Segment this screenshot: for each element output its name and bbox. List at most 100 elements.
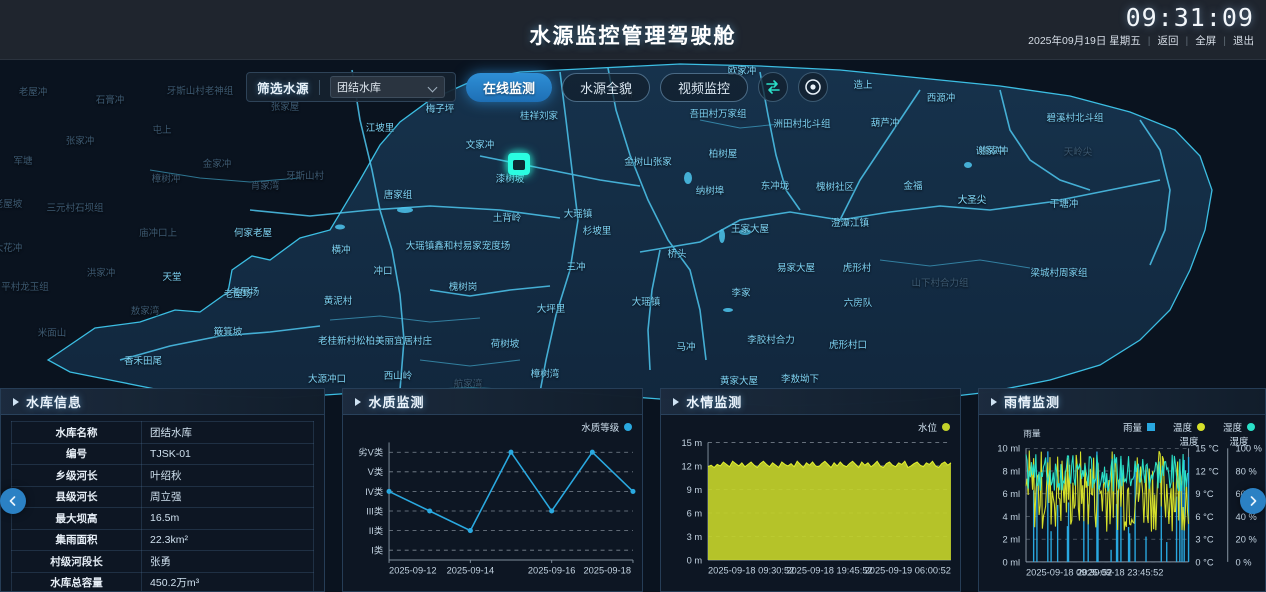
svg-text:雨量: 雨量 bbox=[1023, 429, 1041, 439]
legend-item-water-level[interactable]: 水位 bbox=[918, 420, 951, 434]
panel-body-rainfall: 雨量 温度 温度 湿度 bbox=[979, 415, 1265, 591]
panel-title-water-level: 水情监测 bbox=[686, 395, 743, 410]
legend-dot-icon bbox=[942, 423, 951, 431]
chevron-right-icon bbox=[1250, 496, 1257, 506]
info-key: 水库名称 bbox=[10, 421, 143, 444]
table-row: 集雨面积 22.3km² bbox=[10, 528, 315, 551]
panel-title-reservoir-info: 水库信息 bbox=[26, 395, 83, 410]
svg-text:20 %: 20 % bbox=[1236, 535, 1257, 545]
svg-text:9 °C: 9 °C bbox=[1195, 489, 1213, 499]
panel-header-water-level: 水情监测 bbox=[661, 389, 961, 415]
legend-water-level: 水位 bbox=[918, 420, 951, 434]
svg-text:9 m: 9 m bbox=[687, 485, 703, 495]
table-row: 乡级河长 叶绍秋 bbox=[10, 464, 315, 487]
info-value: 16.5m bbox=[141, 507, 315, 530]
svg-text:15 °C: 15 °C bbox=[1195, 444, 1219, 454]
svg-text:IV类: IV类 bbox=[366, 486, 384, 497]
table-row: 水库名称 团结水库 bbox=[10, 421, 315, 444]
source-select-value: 团结水库 bbox=[337, 82, 382, 94]
svg-text:6 °C: 6 °C bbox=[1195, 512, 1213, 522]
legend-item-humidity[interactable]: 湿度 湿度 bbox=[1223, 420, 1255, 448]
exit-link[interactable]: 退出 bbox=[1233, 35, 1254, 47]
back-link[interactable]: 返回 bbox=[1157, 35, 1179, 47]
svg-text:6 ml: 6 ml bbox=[1003, 489, 1021, 499]
svg-text:2025-09-19 06:00:52: 2025-09-19 06:00:52 bbox=[865, 566, 951, 576]
svg-text:12 °C: 12 °C bbox=[1195, 466, 1219, 476]
svg-text:2 ml: 2 ml bbox=[1003, 535, 1021, 545]
panel-header-water-quality: 水质监测 bbox=[343, 389, 643, 415]
svg-text:0 °C: 0 °C bbox=[1195, 557, 1213, 567]
table-row: 水库总容量 450.2万m³ bbox=[10, 571, 315, 591]
header-date: 2025年09月19日 星期五 bbox=[1028, 35, 1141, 47]
svg-text:6 m: 6 m bbox=[687, 508, 703, 518]
svg-text:15 m: 15 m bbox=[682, 438, 703, 448]
legend-temperature-row: 温度 bbox=[1173, 420, 1205, 434]
svg-text:0 %: 0 % bbox=[1236, 557, 1252, 567]
legend-item-temperature[interactable]: 温度 温度 bbox=[1173, 420, 1205, 448]
filter-divider bbox=[319, 79, 321, 95]
svg-text:V类: V类 bbox=[368, 466, 384, 477]
legend-square-icon bbox=[1146, 423, 1155, 431]
svg-text:2025-09-18 09:30:52: 2025-09-18 09:30:52 bbox=[1026, 568, 1112, 578]
table-row: 编号 TJSK-01 bbox=[10, 442, 315, 465]
info-value: TJSK-01 bbox=[141, 442, 315, 465]
info-key: 编号 bbox=[10, 442, 143, 465]
panel-body-water-quality: 水质等级 I类 II类 III类 IV类 V类 劣V类 2025-09-12 2025-09-… bbox=[343, 415, 642, 591]
info-key: 县级河长 bbox=[10, 485, 143, 508]
legend-label: 水质等级 bbox=[581, 423, 620, 434]
tab-video-monitoring[interactable]: 视频监控 bbox=[660, 72, 749, 102]
page-title: 水源监控管理驾驶舱 bbox=[529, 25, 737, 48]
chart-rainfall[interactable]: 雨量 0 ml 2 ml 4 ml 6 ml 8 ml 10 ml 0 °C 3 °C 6 °C 9… bbox=[979, 415, 1265, 589]
svg-text:2025-09-18 23:45:52: 2025-09-18 23:45:52 bbox=[1077, 568, 1163, 578]
svg-text:III类: III类 bbox=[367, 505, 384, 516]
info-value: 450.2万m³ bbox=[141, 571, 315, 591]
locate-button[interactable] bbox=[798, 72, 829, 102]
panel-rainfall: 雨情监测 雨量 温度 温度 bbox=[978, 388, 1266, 592]
info-key: 村级河段长 bbox=[10, 550, 143, 573]
svg-text:0 m: 0 m bbox=[687, 555, 703, 565]
collapse-right-button[interactable] bbox=[1240, 488, 1266, 514]
svg-text:2025-09-16: 2025-09-16 bbox=[528, 566, 576, 576]
panel-water-quality: 水质监测 水质等级 I类 II类 III类 IV类 V类 劣V类 2025-09-12 202… bbox=[342, 388, 644, 592]
legend-dot-icon bbox=[1196, 423, 1205, 431]
collapse-left-button[interactable] bbox=[0, 488, 26, 514]
legend-label: 湿度 bbox=[1222, 423, 1242, 434]
svg-text:10 ml: 10 ml bbox=[997, 444, 1020, 454]
panel-body-reservoir-info: 水库名称 团结水库 编号 TJSK-01 乡级河长 叶绍秋 县级河长 周立强 最大坝高 16.5m… bbox=[1, 415, 324, 591]
info-value: 团结水库 bbox=[141, 421, 315, 444]
panel-body-water-level: 水位 0 m 3 m 6 m 9 m 12 m 15 m 2025-09-18 09:30:… bbox=[661, 415, 960, 591]
svg-text:40 %: 40 % bbox=[1236, 512, 1257, 522]
info-key: 集雨面积 bbox=[10, 528, 143, 551]
info-key: 水库总容量 bbox=[10, 571, 143, 591]
reservoir-marker[interactable] bbox=[501, 146, 537, 182]
svg-text:0 ml: 0 ml bbox=[1003, 557, 1021, 567]
chart-water-quality[interactable]: I类 II类 III类 IV类 V类 劣V类 2025-09-12 2025-09-14 202… bbox=[343, 415, 642, 589]
legend-item-water-quality-grade[interactable]: 水质等级 bbox=[581, 420, 633, 434]
panel-reservoir-info: 水库信息 水库名称 团结水库 编号 TJSK-01 乡级河长 叶绍秋 县级河长 周立强 最大坝高… bbox=[0, 388, 326, 592]
chevron-down-icon bbox=[429, 83, 438, 92]
fullscreen-link[interactable]: 全屏 bbox=[1195, 35, 1217, 47]
tab-source-overview[interactable]: 水源全貌 bbox=[562, 72, 651, 102]
svg-text:12 m: 12 m bbox=[682, 461, 703, 471]
map-toolbar: 筛选水源 团结水库 在线监测 水源全貌 视频监控 bbox=[246, 72, 829, 102]
triangle-icon bbox=[355, 397, 362, 406]
info-value: 张勇 bbox=[141, 550, 315, 573]
marker-box-icon bbox=[508, 153, 530, 175]
legend-item-rainfall[interactable]: 雨量 bbox=[1123, 420, 1155, 434]
panel-water-level: 水情监测 水位 0 m 3 m 6 m 9 m 12 m 15 m 2025-09-18 0… bbox=[660, 388, 962, 592]
svg-text:劣V类: 劣V类 bbox=[359, 447, 384, 458]
triangle-icon bbox=[13, 397, 19, 406]
tab-online-monitoring[interactable]: 在线监测 bbox=[466, 72, 553, 102]
swap-arrows-button[interactable] bbox=[758, 72, 789, 102]
source-select[interactable]: 团结水库 bbox=[330, 76, 446, 98]
bottom-panels: 水库信息 水库名称 团结水库 编号 TJSK-01 乡级河长 叶绍秋 县级河长 周立强 最大坝高… bbox=[0, 388, 1266, 592]
legend-axis-title-humidity: 湿度 bbox=[1229, 437, 1249, 448]
filter-source-group: 筛选水源 团结水库 bbox=[246, 72, 457, 102]
legend-rainfall: 雨量 温度 温度 湿度 bbox=[1123, 420, 1255, 448]
svg-text:100 %: 100 % bbox=[1236, 444, 1262, 454]
table-row: 最大坝高 16.5m bbox=[10, 507, 315, 530]
meta-separator-1: | bbox=[1147, 34, 1151, 47]
panel-title-rainfall: 雨情监测 bbox=[1004, 395, 1061, 410]
table-row: 村级河段长 张勇 bbox=[10, 550, 315, 573]
